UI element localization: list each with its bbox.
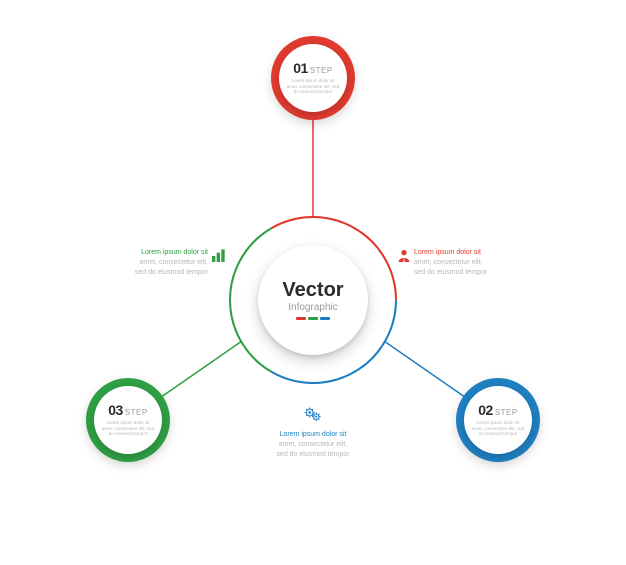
callout-line3: sed do eiusmod tempor — [414, 268, 487, 278]
callout-text: Lorem ipsum dolor sitamet, consectetur e… — [100, 248, 208, 278]
hub-accent-bars — [296, 317, 330, 320]
callout-line1: Lorem ipsum dolor sit — [258, 430, 368, 440]
callout-line2: amet, consectetur elit, — [414, 258, 487, 268]
callout-line2: amet, consectetur elit, — [100, 258, 208, 268]
step-number: 03 — [108, 403, 123, 417]
callout-line2: amet, consectetur elit, — [258, 440, 368, 450]
step-node-inner: 02STEP Lorem ipsum dolor sit amet, consec… — [464, 386, 532, 454]
hub-subtitle: Infographic — [288, 302, 337, 313]
person-icon — [396, 248, 412, 264]
step-lorem: Lorem ipsum dolor sit amet, consectetur … — [101, 420, 155, 438]
callout-line3: sed do eiusmod tempor — [258, 450, 368, 460]
step-lorem: Lorem ipsum dolor sit amet, consectetur … — [286, 78, 340, 96]
step-number: 01 — [293, 61, 308, 75]
step-label: 01STEP — [293, 61, 332, 75]
step-word: STEP — [495, 409, 518, 417]
step-label: 02STEP — [478, 403, 517, 417]
bars-icon — [210, 248, 226, 264]
infographic-stage: Vector Infographic 01STEPLorem ipsum dol… — [0, 0, 626, 565]
hub-inner-circle: Vector Infographic — [258, 245, 368, 355]
step-word: STEP — [125, 409, 148, 417]
step-lorem: Lorem ipsum dolor sit amet, consectetur … — [471, 420, 525, 438]
bar-chart-icon — [210, 248, 226, 264]
hub-title: Vector — [282, 280, 343, 300]
gears-icon — [303, 405, 323, 425]
gears-icon — [303, 405, 323, 425]
step-number: 02 — [478, 403, 493, 417]
callout-line1: Lorem ipsum dolor sit — [414, 248, 487, 258]
callout-line1: Lorem ipsum dolor sit — [100, 248, 208, 258]
step-label: 03STEP — [108, 403, 147, 417]
callout-text: Lorem ipsum dolor sitamet, consectetur e… — [258, 430, 368, 460]
step-node-inner: 01STEP Lorem ipsum dolor sit amet, consec… — [279, 44, 347, 112]
callout-line3: sed do eiusmod tempor — [100, 268, 208, 278]
step-word: STEP — [310, 67, 333, 75]
callout-text: Lorem ipsum dolor sitamet, consectetur e… — [414, 248, 487, 278]
person-icon — [396, 248, 412, 264]
step-node-inner: 03STEP Lorem ipsum dolor sit amet, consec… — [94, 386, 162, 454]
